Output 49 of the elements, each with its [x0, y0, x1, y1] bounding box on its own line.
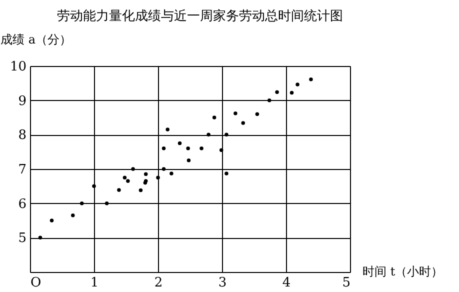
- x-tick-label: O: [30, 276, 42, 290]
- point: [38, 236, 42, 240]
- point: [309, 78, 313, 82]
- point: [178, 141, 182, 146]
- y-tick-label: 9: [18, 94, 26, 109]
- point: [156, 176, 160, 180]
- point: [104, 201, 109, 206]
- point: [186, 146, 190, 150]
- y-tick-label: 10: [10, 60, 26, 74]
- point: [255, 112, 260, 116]
- x-tick-label: 5: [342, 276, 350, 290]
- x-tick-label: 3: [218, 276, 227, 290]
- point: [166, 128, 170, 132]
- point: [138, 188, 143, 192]
- point: [170, 172, 174, 176]
- point: [290, 90, 294, 95]
- point: [275, 90, 279, 94]
- point: [117, 188, 121, 192]
- y-tick-label: 5: [18, 231, 26, 246]
- y-tick-label: 7: [18, 162, 26, 178]
- point: [186, 158, 191, 162]
- x-tick-label: 1: [90, 276, 99, 290]
- point: [162, 146, 166, 150]
- chart-title: 劳动能力量化成绩与近一周家务劳动总时间统计图: [57, 8, 343, 24]
- point: [71, 213, 75, 218]
- point: [122, 176, 127, 180]
- point: [162, 167, 166, 171]
- point: [296, 82, 300, 86]
- point: [92, 184, 96, 188]
- x-tick-label: 4: [282, 276, 291, 290]
- point: [267, 98, 272, 102]
- y-tick-label: 8: [18, 128, 26, 144]
- x-tick-label: 2: [154, 276, 163, 290]
- x-axis-title: 时间 t（小时）: [362, 264, 444, 278]
- point: [80, 201, 84, 206]
- point: [219, 148, 224, 152]
- point: [224, 132, 228, 137]
- point: [200, 146, 204, 150]
- point: [212, 116, 216, 120]
- point: [241, 121, 245, 125]
- point: [50, 218, 54, 222]
- point: [206, 132, 210, 137]
- point: [131, 167, 135, 171]
- y-axis-title: 成绩 a（分）: [0, 32, 72, 46]
- point: [234, 112, 238, 116]
- y-tick-label: 6: [18, 196, 26, 212]
- point: [126, 179, 130, 183]
- point: [144, 172, 148, 176]
- point: [224, 172, 228, 176]
